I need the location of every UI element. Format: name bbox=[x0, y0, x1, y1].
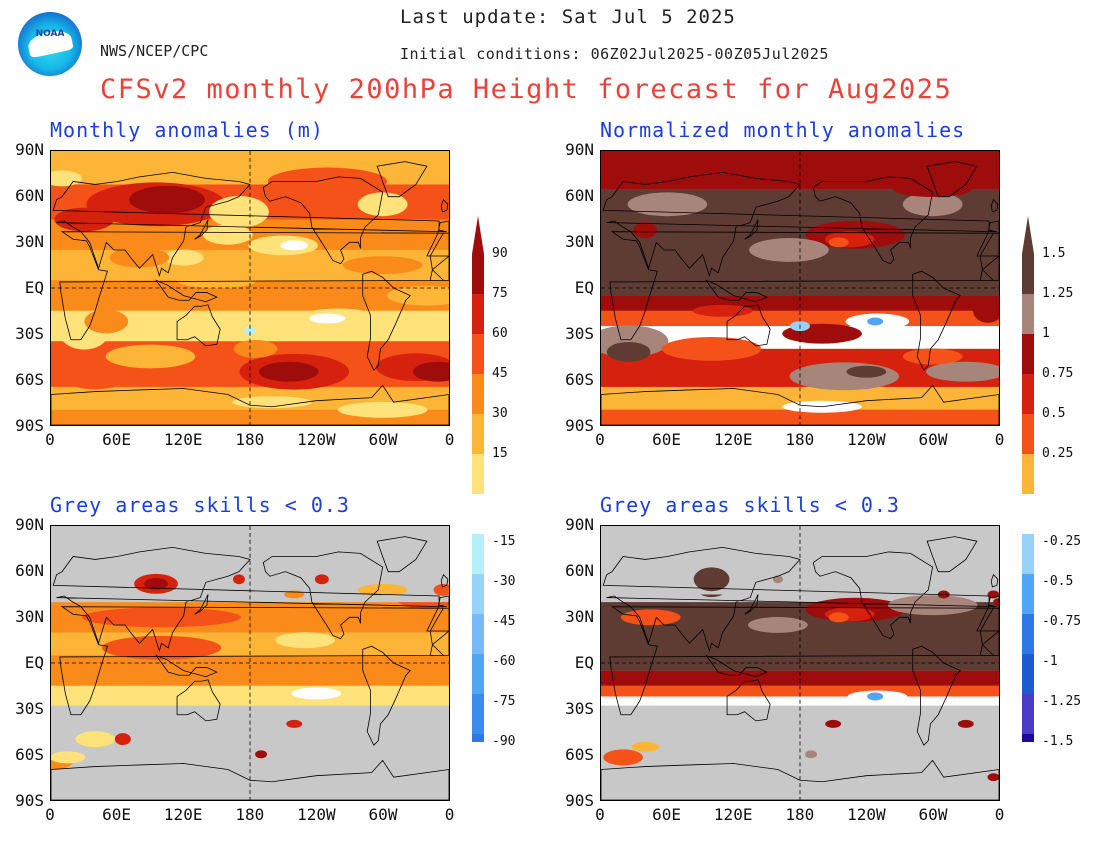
colorbar-label: 90 bbox=[492, 246, 508, 261]
lat-label: 60S bbox=[15, 745, 44, 764]
map-skill-anomalies bbox=[50, 525, 450, 801]
lon-label: 0 bbox=[444, 430, 455, 449]
colorbar-label: 60 bbox=[492, 326, 508, 341]
panel-title-anomalies: Monthly anomalies (m) bbox=[50, 118, 324, 142]
lon-label: 0 bbox=[444, 805, 455, 824]
colorbar-label: 30 bbox=[492, 406, 508, 421]
lon-label: 120E bbox=[163, 805, 203, 824]
colorbar-label: 0.5 bbox=[1042, 406, 1066, 421]
colorbar-normalized bbox=[1022, 216, 1034, 742]
lat-label: 90S bbox=[15, 791, 44, 810]
lat-label: 90S bbox=[565, 791, 594, 810]
colorbar-label: -1.25 bbox=[1042, 694, 1082, 709]
colorbar-label: -45 bbox=[492, 614, 516, 629]
lat-label: 90N bbox=[15, 515, 44, 534]
lat-label: 30N bbox=[565, 607, 594, 626]
lon-label: 120E bbox=[713, 805, 753, 824]
map-skill-normalized bbox=[600, 525, 1000, 801]
colorbar-label: -1.5 bbox=[1042, 734, 1074, 749]
lat-label: 30S bbox=[565, 324, 594, 343]
lon-label: 180 bbox=[235, 430, 265, 449]
lat-label: EQ bbox=[574, 653, 594, 672]
colorbar-label: -90 bbox=[492, 734, 516, 749]
lon-label: 60W bbox=[368, 430, 398, 449]
lat-label: 90N bbox=[565, 140, 594, 159]
colorbar-anomaly bbox=[472, 216, 484, 742]
colorbar-label: 1 bbox=[1042, 326, 1050, 341]
colorbar-label: -0.25 bbox=[1042, 534, 1082, 549]
colorbar-label: 1.5 bbox=[1042, 246, 1066, 261]
colorbar-label: 1.25 bbox=[1042, 286, 1074, 301]
lat-label: 60N bbox=[15, 561, 44, 580]
colorbar-label: -75 bbox=[492, 694, 516, 709]
map-normalized bbox=[600, 150, 1000, 426]
lon-label: 0 bbox=[994, 430, 1005, 449]
colorbar-label: 0.25 bbox=[1042, 446, 1074, 461]
panel-title-skill-anomalies: Grey areas skills < 0.3 bbox=[50, 493, 350, 517]
lon-label: 60W bbox=[918, 805, 948, 824]
lon-label: 120E bbox=[713, 430, 753, 449]
colorbar-label: -0.75 bbox=[1042, 614, 1082, 629]
lon-label: 120W bbox=[297, 805, 336, 824]
colorbar-label: 45 bbox=[492, 366, 508, 381]
lon-label: 0 bbox=[595, 805, 605, 824]
colorbar-label: -30 bbox=[492, 574, 516, 589]
lon-label: 60E bbox=[652, 805, 682, 824]
lat-label: 60N bbox=[565, 561, 594, 580]
lat-label: 60S bbox=[565, 745, 594, 764]
lat-label: 30S bbox=[15, 324, 44, 343]
lat-label: 60N bbox=[565, 186, 594, 205]
lat-label: 30S bbox=[15, 699, 44, 718]
lat-label: 30N bbox=[15, 232, 44, 251]
panel-title-skill-normalized: Grey areas skills < 0.3 bbox=[600, 493, 900, 517]
lon-label: 0 bbox=[595, 430, 605, 449]
lat-label: EQ bbox=[24, 278, 44, 297]
lat-label: 60S bbox=[565, 370, 594, 389]
lat-label: EQ bbox=[574, 278, 594, 297]
lon-label: 0 bbox=[994, 805, 1005, 824]
noaa-logo: NOAA bbox=[18, 12, 82, 76]
lat-label: 90S bbox=[15, 416, 44, 435]
colorbar-label: -0.5 bbox=[1042, 574, 1074, 589]
lon-label: 180 bbox=[235, 805, 265, 824]
lat-label: 60N bbox=[15, 186, 44, 205]
lon-label: 120W bbox=[847, 805, 886, 824]
initial-conditions: Initial conditions: 06Z02Jul2025-00Z05Ju… bbox=[400, 45, 829, 63]
lon-label: 60E bbox=[652, 430, 682, 449]
lat-label: 30N bbox=[15, 607, 44, 626]
lon-label: 180 bbox=[785, 430, 815, 449]
lat-label: 90N bbox=[15, 140, 44, 159]
lon-label: 120W bbox=[847, 430, 886, 449]
lat-label: 60S bbox=[15, 370, 44, 389]
colorbar-label: 15 bbox=[492, 446, 508, 461]
colorbar-label: -15 bbox=[492, 534, 516, 549]
lat-label: 90S bbox=[565, 416, 594, 435]
lon-label: 120E bbox=[163, 430, 203, 449]
colorbar-label: -60 bbox=[492, 654, 516, 669]
map-anomalies bbox=[50, 150, 450, 426]
colorbar-label: 0.75 bbox=[1042, 366, 1074, 381]
lat-label: EQ bbox=[24, 653, 44, 672]
main-title: CFSv2 monthly 200hPa Height forecast for… bbox=[100, 74, 953, 105]
colorbar-label: 75 bbox=[492, 286, 508, 301]
lat-label: 90N bbox=[565, 515, 594, 534]
lat-label: 30N bbox=[565, 232, 594, 251]
organization: NWS/NCEP/CPC bbox=[100, 42, 209, 60]
panel-title-normalized: Normalized monthly anomalies bbox=[600, 118, 966, 142]
lon-label: 180 bbox=[785, 805, 815, 824]
logo-text: NOAA bbox=[35, 29, 65, 39]
colorbar-label: -1 bbox=[1042, 654, 1058, 669]
lon-label: 0 bbox=[45, 805, 55, 824]
lon-label: 60E bbox=[102, 805, 132, 824]
last-update: Last update: Sat Jul 5 2025 bbox=[400, 6, 736, 28]
lon-label: 60W bbox=[918, 430, 948, 449]
lat-label: 30S bbox=[565, 699, 594, 718]
lon-label: 60W bbox=[368, 805, 398, 824]
lon-label: 120W bbox=[297, 430, 336, 449]
lon-label: 0 bbox=[45, 430, 55, 449]
lon-label: 60E bbox=[102, 430, 132, 449]
